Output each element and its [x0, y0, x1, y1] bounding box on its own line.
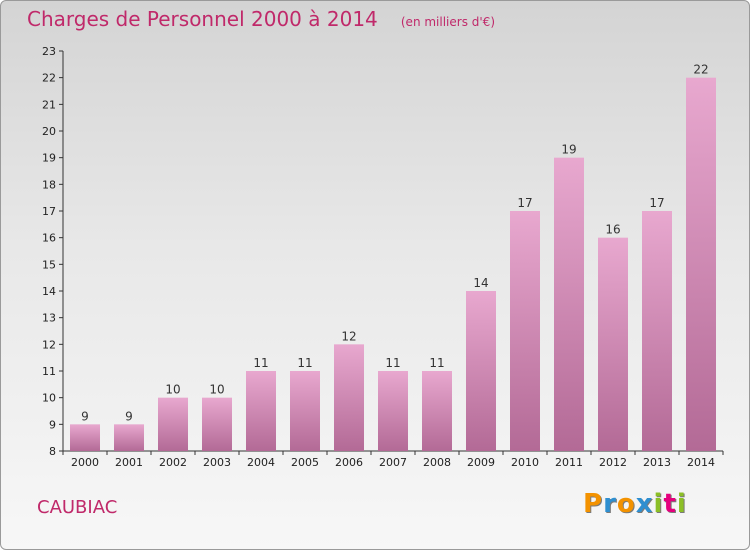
data-label-2001: 9 — [125, 409, 133, 423]
logo-letter: r — [603, 489, 617, 519]
logo-letter: t — [663, 489, 677, 519]
y-tick-label: 16 — [42, 232, 56, 245]
data-label-2012: 16 — [605, 223, 620, 237]
y-axis: 8 9 10 11 12 13 14 15 16 17 18 19 20 21 22 23 — [42, 45, 64, 458]
data-label-2002: 10 — [165, 383, 180, 397]
y-tick-label: 13 — [42, 312, 56, 325]
data-labels: 9 9 10 10 11 11 12 11 11 14 17 19 16 17 22 — [81, 63, 708, 424]
bar-2004 — [246, 371, 276, 451]
data-label-2006: 12 — [341, 329, 356, 343]
data-label-2014: 22 — [693, 63, 708, 77]
x-tick-label: 2007 — [379, 456, 407, 469]
town-name: CAUBIAC — [37, 497, 118, 518]
bar-2014 — [686, 77, 716, 452]
y-tick-label: 19 — [42, 152, 56, 165]
x-tick-label: 2014 — [687, 456, 715, 469]
y-tick-label: 14 — [42, 285, 56, 298]
logo-letter: i — [653, 489, 664, 519]
data-label-2007: 11 — [385, 356, 400, 370]
chart-title: Charges de Personnel 2000 à 2014 — [27, 7, 378, 31]
x-axis: 2000 2001 2002 2003 2004 2005 2006 2007 2008 2009… — [62, 450, 724, 469]
y-tick-label: 11 — [42, 365, 56, 378]
data-label-2005: 11 — [297, 356, 312, 370]
x-tick-label: 2011 — [555, 456, 583, 469]
y-tick-label: 10 — [42, 392, 56, 405]
unit-note: (en milliers d'€) — [400, 15, 495, 29]
bar-2008 — [422, 371, 452, 451]
data-label-2004: 11 — [253, 356, 268, 370]
y-tick-label: 17 — [42, 205, 56, 218]
logo-letter: x — [635, 489, 654, 519]
logo-letter: P — [583, 489, 604, 519]
bar-2011 — [554, 157, 584, 451]
bar-2010 — [510, 211, 540, 451]
y-tick-label: 15 — [42, 258, 56, 271]
data-label-2008: 11 — [429, 356, 444, 370]
bar-2001 — [114, 424, 144, 451]
bar-2007 — [378, 371, 408, 451]
y-tick-label: 21 — [42, 98, 56, 111]
title-row: Charges de Personnel 2000 à 2014 (en mil… — [27, 7, 495, 31]
x-tick-label: 2005 — [291, 456, 319, 469]
bars — [70, 77, 716, 452]
x-tick-label: 2008 — [423, 456, 451, 469]
y-tick-label: 23 — [42, 45, 56, 58]
bar-2012 — [598, 237, 628, 451]
x-tick-label: 2000 — [71, 456, 99, 469]
x-tick-label: 2004 — [247, 456, 275, 469]
data-label-2011: 19 — [561, 143, 576, 157]
logo-letter: i — [676, 489, 687, 519]
bar-2013 — [642, 211, 672, 451]
bar-2006 — [334, 344, 364, 451]
x-tick-label: 2001 — [115, 456, 143, 469]
y-tick-label: 9 — [49, 418, 56, 431]
bar-2002 — [158, 397, 188, 451]
logo-letter: o — [616, 489, 636, 519]
data-label-2013: 17 — [649, 196, 664, 210]
x-tick-label: 2012 — [599, 456, 627, 469]
data-label-2003: 10 — [209, 383, 224, 397]
x-tick-label: 2003 — [203, 456, 231, 469]
y-tick-label: 20 — [42, 125, 56, 138]
x-tick-label: 2006 — [335, 456, 363, 469]
x-tick-label: 2013 — [643, 456, 671, 469]
y-tick-label: 8 — [49, 445, 56, 458]
data-label-2010: 17 — [517, 196, 532, 210]
bar-2009 — [466, 291, 496, 451]
y-tick-label: 12 — [42, 338, 56, 351]
proxiti-logo: Proxiti — [583, 489, 687, 519]
data-label-2009: 14 — [473, 276, 488, 290]
bar-2000 — [70, 424, 100, 451]
x-tick-label: 2010 — [511, 456, 539, 469]
x-tick-label: 2009 — [467, 456, 495, 469]
bar-2003 — [202, 397, 232, 451]
data-label-2000: 9 — [81, 409, 89, 423]
y-tick-label: 18 — [42, 178, 56, 191]
y-tick-label: 22 — [42, 72, 56, 85]
bar-2005 — [290, 371, 320, 451]
x-tick-label: 2002 — [159, 456, 187, 469]
